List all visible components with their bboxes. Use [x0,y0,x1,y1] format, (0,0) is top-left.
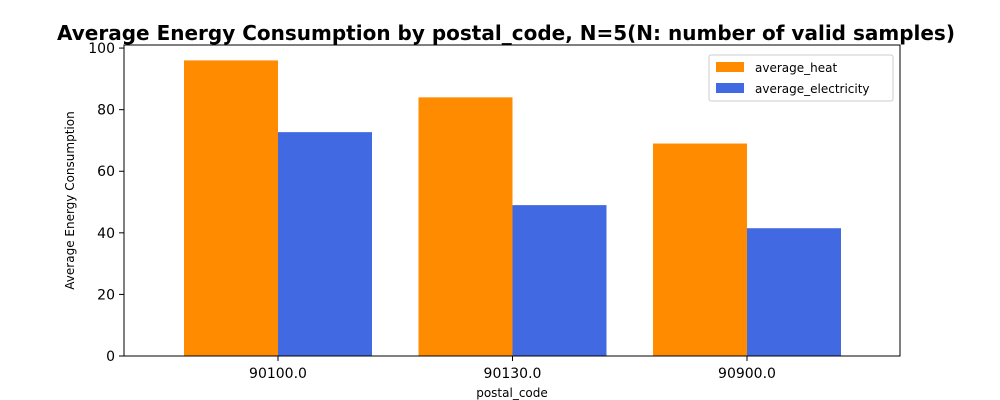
bars-group [184,60,841,357]
y-tick-label: 40 [97,226,115,242]
bar-average-heat-90130.0 [418,97,513,357]
y-tick-label: 80 [97,103,115,119]
x-tick-label: 90100.0 [249,366,307,382]
bar-average-electricity-90900.0 [747,228,841,356]
legend-swatch-average-heat [716,62,744,72]
y-tick-label: 20 [97,287,115,303]
chart-title: Average Energy Consumption by postal_cod… [57,21,955,45]
y-tick-label: 0 [106,349,115,365]
legend-box [708,54,894,102]
y-tick-label: 100 [88,41,115,57]
bar-average-heat-90100.0 [184,60,278,357]
y-tick-label: 60 [97,164,115,180]
bar-average-heat-90900.0 [653,143,747,356]
y-axis-label: Average Energy Consumption [63,111,77,289]
legend-label-average-heat: average_heat [755,61,837,75]
x-tick-label: 90130.0 [484,366,542,382]
bar-average-electricity-90100.0 [278,132,372,356]
legend: average_heat average_electricity [708,54,894,102]
y-axis: 0 20 40 60 80 100 [88,41,124,365]
legend-label-average-electricity: average_electricity [755,82,870,96]
x-axis: 90100.0 90130.0 90900.0 [249,356,776,382]
plot-frame [123,44,901,357]
bar-average-electricity-90130.0 [512,205,607,356]
x-tick-label: 90900.0 [718,366,776,382]
legend-swatch-average-electricity [716,83,744,93]
x-axis-label: postal_code [476,386,548,400]
